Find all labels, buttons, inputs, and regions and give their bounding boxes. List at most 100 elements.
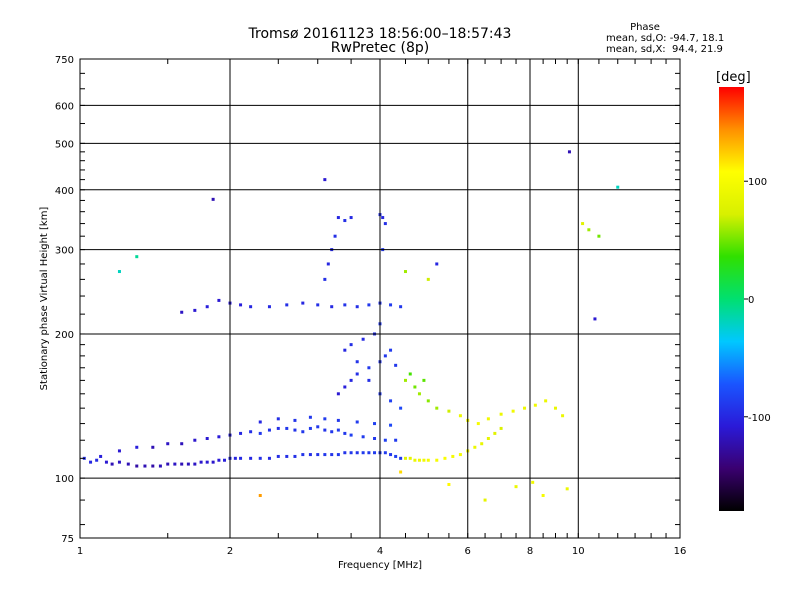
data-point [447,409,451,413]
data-point [373,451,377,455]
data-point [367,303,371,307]
data-point [308,415,312,419]
x-axis-label: Frequency [MHz] [338,560,422,571]
data-point [349,343,353,347]
data-point [343,219,347,223]
data-point [258,431,262,435]
data-point [186,462,190,466]
data-point [616,185,620,189]
data-point [193,308,197,312]
y-tick-label: 750 [55,55,74,66]
data-point [330,453,334,457]
data-point [135,255,139,259]
data-point [567,150,571,154]
data-point [180,462,184,466]
data-point [531,480,535,484]
data-point [389,348,393,352]
data-point [355,305,359,309]
data-point [422,378,426,382]
data-point [267,456,271,460]
data-point [367,366,371,370]
data-point [394,438,398,442]
data-point [349,433,353,437]
stats-x-mode: mean, sd,X: 94.4, 21.9 [606,44,723,55]
y-tick-label: 400 [55,186,74,197]
data-point [323,428,327,432]
data-point [533,403,537,407]
y-tick-label: 75 [61,534,74,545]
grid-lines [80,59,680,538]
data-point [135,445,139,449]
data-point [544,399,548,403]
data-point [541,493,545,497]
data-point [514,485,518,489]
data-point [413,458,417,462]
data-point [239,456,243,460]
data-point [389,399,393,403]
y-tick-label: 200 [55,330,74,341]
data-point [367,451,371,455]
data-points [82,150,620,502]
data-point [330,305,334,309]
colorbar-tick-label: -100 [748,413,771,424]
data-point [217,298,221,302]
data-point [158,464,162,468]
data-point [180,310,184,314]
data-point [493,431,497,435]
data-point [389,303,393,307]
data-point [355,451,359,455]
data-point [383,222,387,226]
data-point [126,462,130,466]
chart-subtitle: RwPretec (8p) [330,40,430,56]
x-tick-label: 8 [527,546,533,557]
data-point [447,482,451,486]
data-point [276,426,280,430]
data-point [343,385,347,389]
data-point [258,420,262,424]
data-point [117,449,121,453]
y-axis-label: Stationary phase Virtual Height [km] [39,207,50,391]
data-point [217,435,221,439]
chart-title: Tromsø 20161123 18:56:00–18:57:43 [248,26,512,42]
data-point [451,454,455,458]
data-point [249,305,253,309]
data-point [239,431,243,435]
data-point [480,442,484,446]
data-point [110,462,114,466]
data-point [166,442,170,446]
data-point [285,303,289,307]
data-point [99,454,103,458]
data-point [349,378,353,382]
data-point [233,456,237,460]
data-point [581,222,585,226]
data-point [389,453,393,457]
data-point [426,399,430,403]
data-point [483,498,487,502]
data-point [399,305,403,309]
data-point [399,406,403,410]
data-point [381,216,385,220]
data-point [373,437,377,441]
data-point [117,460,121,464]
data-point [336,418,340,422]
data-point [104,460,108,464]
data-point [587,228,591,232]
data-point [403,378,407,382]
stats-title: Phase [630,22,660,33]
data-point [417,392,421,396]
data-point [435,262,439,266]
data-point [336,216,340,220]
x-tick-label: 6 [465,546,471,557]
data-point [211,460,215,464]
data-point [523,406,527,410]
data-point [361,337,365,341]
data-point [301,301,305,305]
data-point [143,464,147,468]
data-point [553,406,557,410]
data-point [166,462,170,466]
data-point [276,417,280,421]
data-point [349,451,353,455]
data-point [389,423,393,427]
data-point [435,458,439,462]
